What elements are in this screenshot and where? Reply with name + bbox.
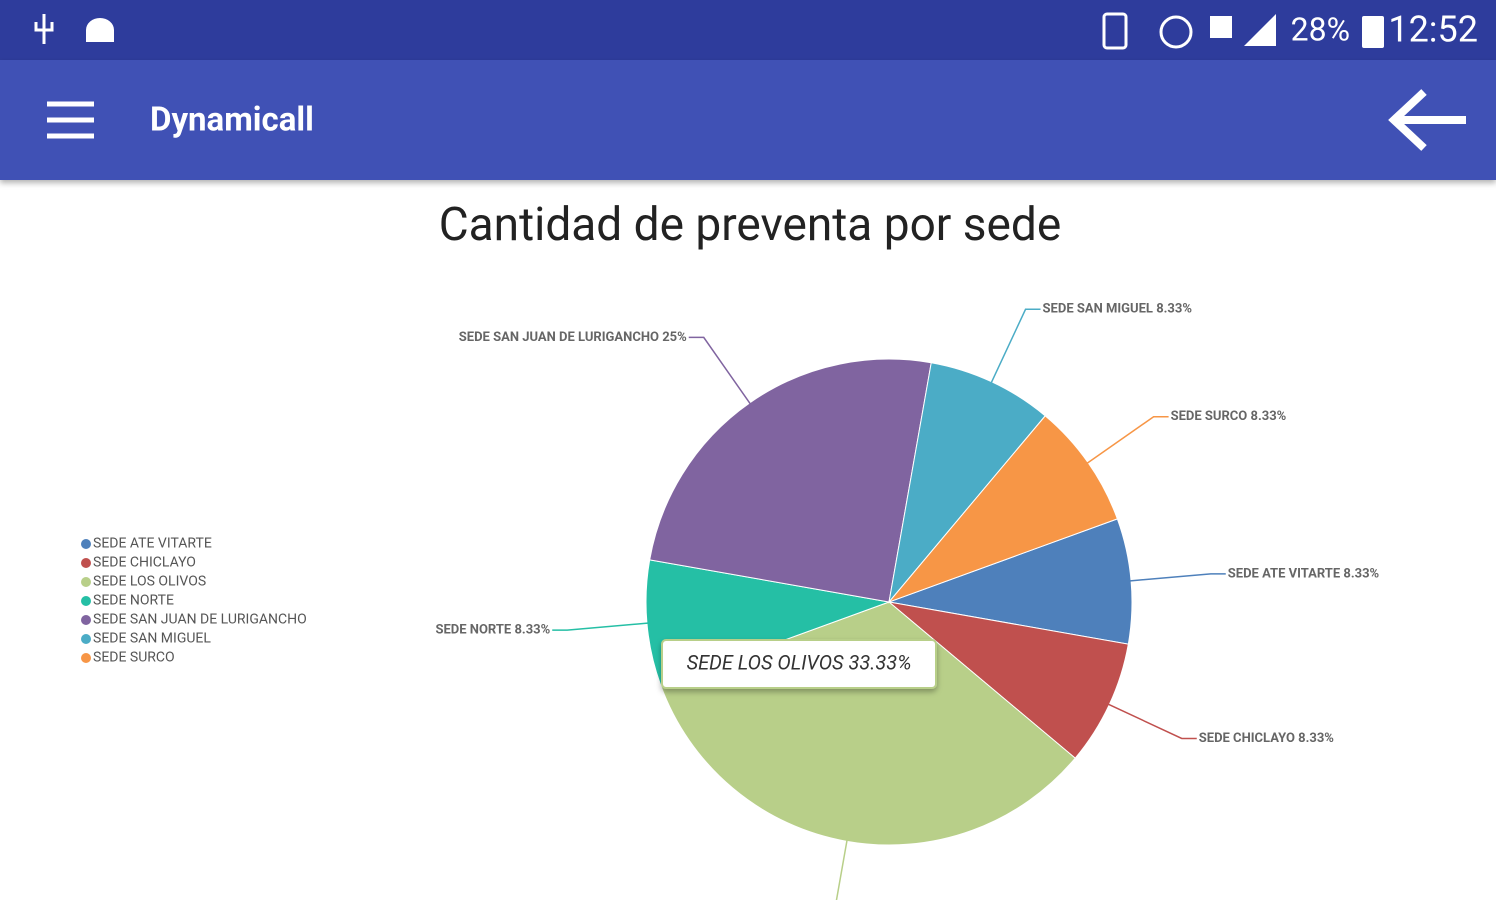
label-connector [990, 308, 1041, 384]
data-label: SEDE ATE VITARTE 8.33% [1228, 566, 1380, 581]
legend-marker [81, 653, 91, 663]
label-connector [688, 336, 752, 406]
pie-slice [649, 358, 932, 603]
label-connector [1085, 415, 1169, 465]
tooltip-text: SEDE LOS OLIVOS 33.33% [687, 650, 912, 674]
battery-percent: 28% [1291, 10, 1350, 48]
legend-label: SEDE ATE VITARTE [93, 536, 212, 552]
data-label: SEDE CHICLAYO 8.33% [1199, 731, 1335, 746]
legend-label: SEDE SURCO [93, 650, 175, 666]
label-connector [1107, 703, 1197, 740]
legend-marker [81, 634, 91, 644]
status-icons [34, 12, 1384, 50]
legend-marker [81, 615, 91, 625]
legend-label: SEDE LOS OLIVOS [93, 574, 206, 590]
label-connector [552, 622, 649, 631]
clock: 12:52 [1388, 9, 1478, 51]
legend-label: SEDE NORTE [93, 593, 174, 609]
chart-title: Cantidad de preventa por sede [439, 198, 1062, 252]
label-connector [1129, 573, 1226, 582]
tooltip-box [661, 639, 937, 689]
legend-marker [81, 539, 91, 549]
data-label: SEDE NORTE 8.33% [435, 623, 550, 638]
tooltip: SEDE LOS OLIVOS 33.33% [661, 639, 937, 689]
legend-label: SEDE SAN JUAN DE LURIGANCHO [93, 612, 307, 628]
data-label: SEDE SAN MIGUEL 8.33% [1043, 302, 1193, 317]
legend-marker [81, 596, 91, 606]
legend-label: SEDE SAN MIGUEL [93, 631, 211, 647]
data-label: SEDE SURCO 8.33% [1171, 409, 1287, 424]
app-bar [0, 60, 1496, 180]
legend-marker [81, 577, 91, 587]
data-label: SEDE SAN JUAN DE LURIGANCHO 25% [459, 330, 687, 345]
status-bar [0, 0, 1496, 60]
pie: SEDE ATE VITARTE 8.33% SEDE CHICLAYO 8.33… [435, 302, 1380, 904]
label-connector [835, 839, 848, 904]
back-button[interactable] [1388, 89, 1466, 151]
legend-marker [81, 558, 91, 568]
menu-button[interactable] [47, 101, 94, 139]
legend-label: SEDE CHICLAYO [93, 555, 196, 571]
app-title: Dynamicall [150, 101, 314, 140]
